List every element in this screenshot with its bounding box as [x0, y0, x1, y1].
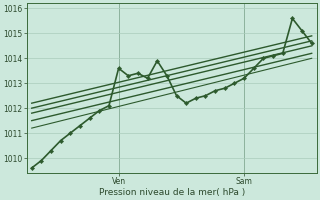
X-axis label: Pression niveau de la mer( hPa ): Pression niveau de la mer( hPa ) [99, 188, 245, 197]
